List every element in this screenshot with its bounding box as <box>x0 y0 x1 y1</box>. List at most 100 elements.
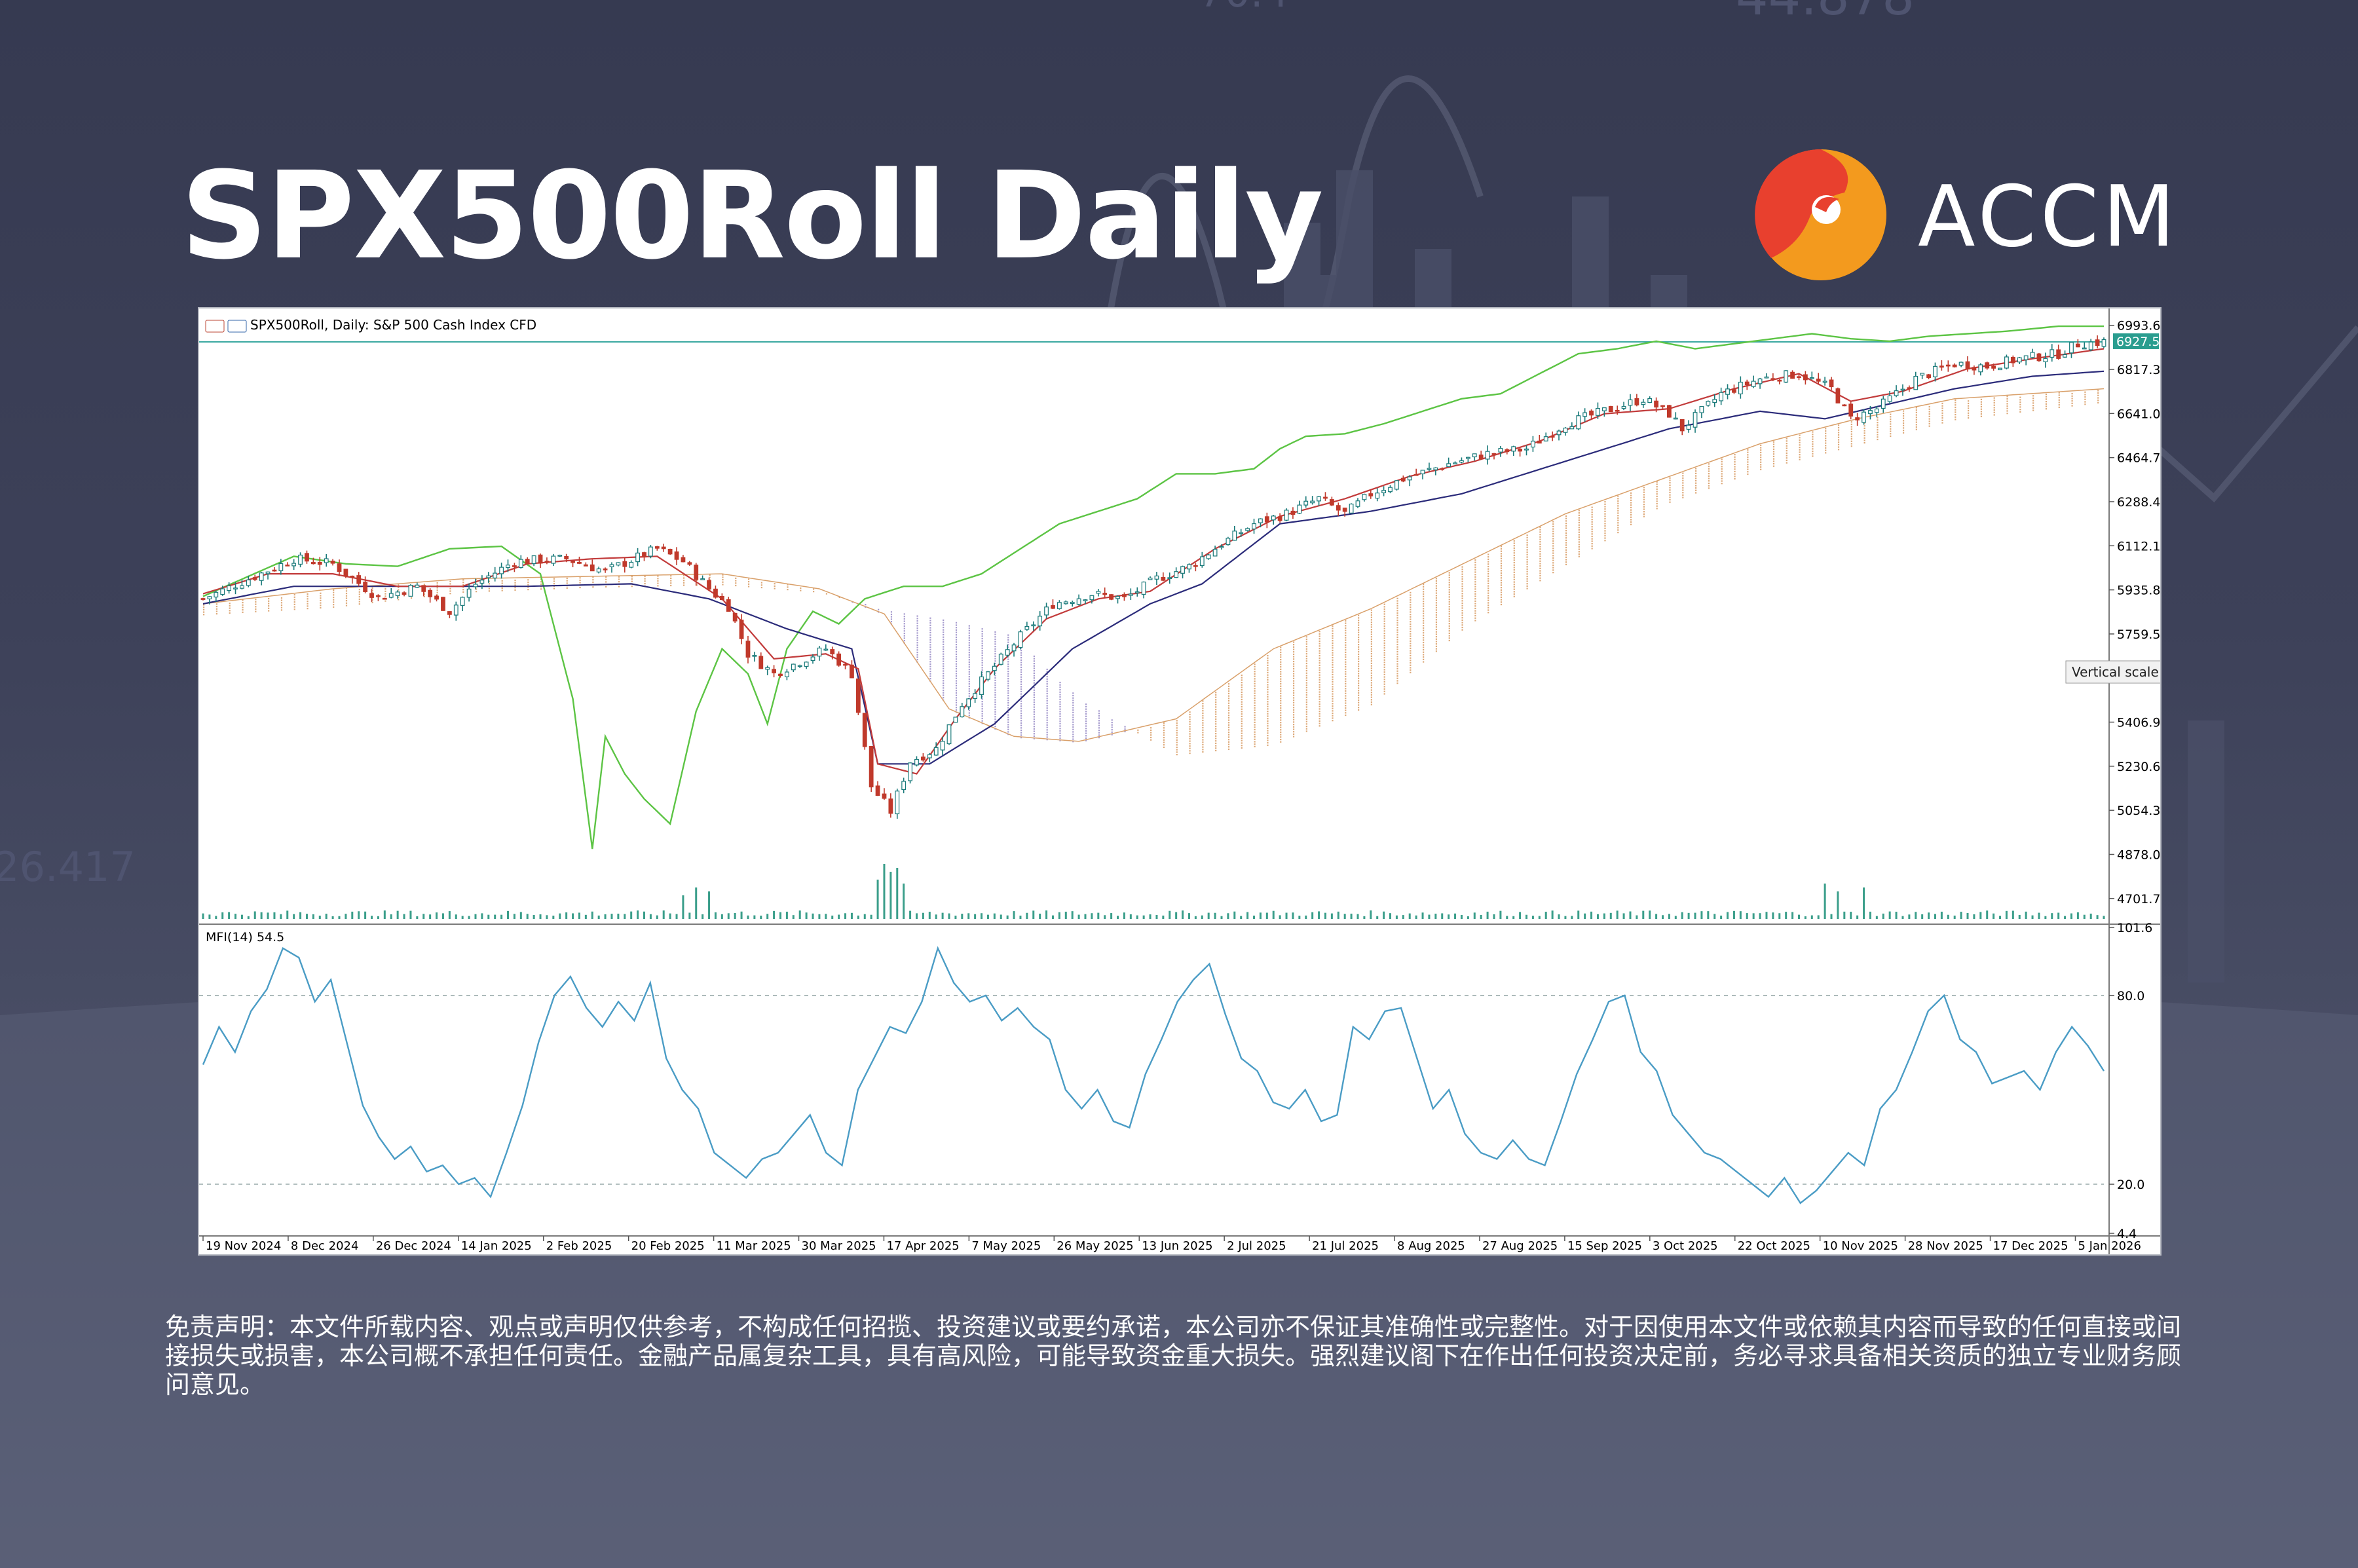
cloud-dot <box>1033 720 1035 722</box>
volume-bar <box>1649 910 1651 919</box>
volume-bar <box>974 914 977 919</box>
cloud-dot <box>1254 700 1256 701</box>
cloud-dot <box>1215 713 1217 715</box>
cloud-dot <box>1423 648 1425 651</box>
cloud-dot <box>1721 460 1723 463</box>
cloud-dot <box>1319 718 1320 720</box>
cloud-dot <box>1189 726 1191 728</box>
cloud-dot <box>1370 660 1372 662</box>
cloud-dot <box>1202 741 1204 743</box>
cloud-dot <box>1319 664 1320 667</box>
volume-bar <box>1616 910 1619 919</box>
cloud-dot <box>1993 409 1995 411</box>
cloud-dot <box>1189 719 1191 720</box>
candle-body <box>888 798 893 814</box>
brand-name: ACCM <box>1918 168 2179 266</box>
volume-bar <box>539 914 542 919</box>
cloud-dot <box>955 682 958 684</box>
cloud-dot <box>1552 567 1554 569</box>
current-price-badge <box>2113 333 2159 349</box>
cloud-dot <box>592 576 594 578</box>
cloud-dot <box>1669 489 1671 491</box>
candle-body <box>1706 401 1711 406</box>
cloud-dot <box>1539 577 1541 579</box>
cloud-dot <box>1552 557 1554 559</box>
candle-body <box>1485 451 1490 460</box>
cloud-dot <box>1072 717 1074 719</box>
cloud-dot <box>2032 397 2034 400</box>
cloud-dot <box>943 670 945 672</box>
cloud-dot <box>1565 549 1567 551</box>
candle-body <box>1264 516 1269 523</box>
cloud-dot <box>1488 565 1489 568</box>
cloud-dot <box>929 673 931 675</box>
cloud-dot <box>358 591 360 593</box>
cloud-dot <box>929 663 931 665</box>
cloud-dot <box>955 694 958 696</box>
candle-body <box>661 546 666 550</box>
cloud-dot <box>1435 641 1438 643</box>
chart-frame[interactable]: SPX500Roll, Daily: S&P 500 Cash Index CF… <box>198 307 2162 1256</box>
cloud-dot <box>2019 399 2021 401</box>
cloud-dot <box>1305 648 1307 650</box>
cloud-dot <box>1565 561 1567 563</box>
candle-body <box>1634 398 1639 405</box>
cloud-dot <box>1396 610 1398 612</box>
price-chart[interactable]: SPX500Roll, Daily: S&P 500 Cash Index CF… <box>199 308 2160 1254</box>
cloud-dot <box>1227 729 1230 731</box>
cloud-dot <box>1863 425 1865 427</box>
candle-body <box>544 561 550 563</box>
cloud-dot <box>1267 677 1269 679</box>
candle-body <box>1051 605 1055 609</box>
volume-bar <box>662 910 665 919</box>
time-tick-label: 8 Dec 2024 <box>291 1239 359 1253</box>
cloud-dot <box>955 636 958 639</box>
cloud-dot <box>1799 451 1801 453</box>
cloud-dot <box>462 582 464 584</box>
cloud-dot <box>1604 506 1606 508</box>
cloud-dot <box>1448 620 1450 622</box>
cloud-dot <box>1345 632 1347 634</box>
cloud-dot <box>1383 662 1385 663</box>
cloud-dot <box>929 656 931 658</box>
cloud-dot <box>1241 684 1243 686</box>
cloud-dot <box>1150 732 1152 734</box>
volume-bar <box>1467 916 1469 919</box>
cloud-dot <box>1461 597 1463 599</box>
cloud-dot <box>670 584 672 587</box>
cloud-dot <box>1474 586 1476 588</box>
candle-body <box>1660 405 1665 407</box>
candle-body <box>830 649 835 655</box>
cloud-dot <box>1370 626 1372 628</box>
cloud-dot <box>1227 717 1230 719</box>
cloud-dot <box>1046 726 1048 728</box>
candle-body <box>1732 389 1736 393</box>
cloud-dot <box>1837 436 1840 438</box>
cloud-dot <box>1254 682 1256 684</box>
candle-body <box>538 554 543 564</box>
cloud-dot <box>293 596 295 598</box>
cloud-dot <box>1396 634 1398 636</box>
cloud-dot <box>955 627 958 629</box>
cloud-dot <box>1902 420 1905 422</box>
cloud-dot <box>1280 722 1282 724</box>
volume-bar <box>1357 914 1359 919</box>
cloud-dot <box>320 599 322 601</box>
cloud-dot <box>1539 553 1541 555</box>
cloud-dot <box>1448 635 1450 637</box>
cloud-dot <box>1968 409 1970 412</box>
candle-body <box>804 662 809 667</box>
cloud-dot <box>1007 668 1009 670</box>
candle-body <box>960 706 965 718</box>
candle-body <box>1498 447 1503 453</box>
candle-body <box>1161 576 1166 581</box>
cloud-dot <box>994 633 996 635</box>
volume-bar <box>1162 915 1165 919</box>
cloud-dot <box>1708 470 1710 472</box>
candle-body <box>895 791 900 815</box>
cloud-dot <box>1396 648 1398 650</box>
cloud-dot <box>1396 682 1398 684</box>
volume-bar <box>610 914 613 919</box>
cloud-dot <box>968 644 970 646</box>
volume-bar <box>1642 910 1645 919</box>
